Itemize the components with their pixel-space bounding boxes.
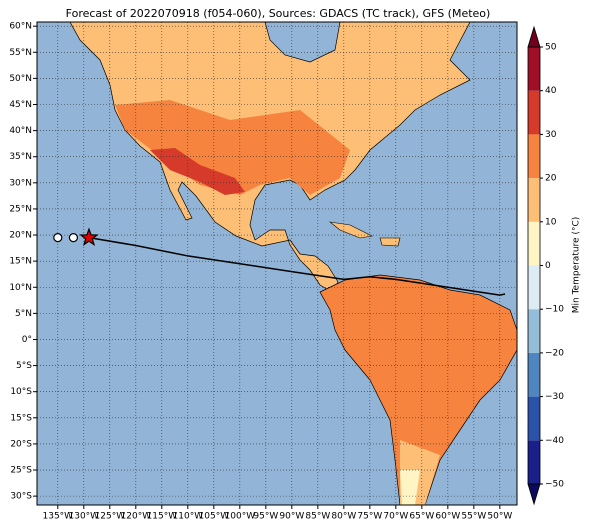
colorbar-segment xyxy=(528,265,540,310)
x-tick-label: 65°W xyxy=(409,512,434,522)
storm-position xyxy=(79,227,99,246)
colorbar-segment xyxy=(528,440,540,484)
y-tick-label: 15°S xyxy=(10,413,32,423)
y-tick-label: 20°N xyxy=(9,231,32,241)
colorbar-segment xyxy=(528,309,540,353)
y-tick-label: 45°N xyxy=(9,100,32,110)
colorbar-tick-label: 20 xyxy=(545,174,557,184)
x-tick-label: 85°W xyxy=(305,512,330,522)
y-tick-label: 5°S xyxy=(16,361,32,371)
x-tick-label: 80°W xyxy=(331,512,356,522)
map xyxy=(37,22,517,505)
x-tick-label: 105°W xyxy=(199,512,230,522)
y-tick-label: 30°N xyxy=(9,178,32,188)
x-tick-label: 70°W xyxy=(383,512,408,522)
colorbar-tick-label: −40 xyxy=(545,436,564,446)
x-tick-label: 125°W xyxy=(95,512,126,522)
hot-region xyxy=(150,148,245,195)
x-tick-label: 100°W xyxy=(225,512,256,522)
y-tick-label: 15°N xyxy=(9,257,32,267)
chart-title: Forecast of 2022070918 (f054-060), Sourc… xyxy=(66,7,491,20)
colorbar-label: Min Temperature (°C) xyxy=(572,217,582,314)
y-tick-label: 10°N xyxy=(9,283,32,293)
y-tick-label: 25°N xyxy=(9,204,32,214)
y-tick-label: 35°N xyxy=(9,152,32,162)
colorbar-segment xyxy=(528,178,540,222)
storm-position xyxy=(68,233,79,243)
x-tick-label: 115°W xyxy=(147,512,178,522)
x-tick-label: 95°W xyxy=(253,512,278,522)
colorbar-segment xyxy=(528,134,540,179)
cuba xyxy=(328,221,373,239)
colorbar-tick-label: 0 xyxy=(545,261,551,271)
y-tick-label: 25°S xyxy=(10,466,32,476)
y-tick-label: 20°S xyxy=(10,439,32,449)
y-tick-label: 5°N xyxy=(15,309,32,319)
y-tick-label: 10°S xyxy=(10,387,32,397)
y-tick-label: 40°N xyxy=(9,126,32,136)
y-tick-label: 60°N xyxy=(9,22,32,32)
colorbar-tick-label: 50 xyxy=(545,43,557,53)
grid xyxy=(37,22,517,505)
x-tick-label: 130°W xyxy=(69,512,100,522)
colorbar-tick-label: 40 xyxy=(545,86,557,96)
colorbar-tick-label: 30 xyxy=(545,130,557,140)
colorbar-tick-label: 10 xyxy=(545,217,557,227)
y-tick-label: 50°N xyxy=(9,74,32,84)
y-tick-label: 55°N xyxy=(9,48,32,58)
x-tick-label: 50°W xyxy=(487,512,512,522)
colorbar-extend-bottom xyxy=(527,483,541,506)
x-tick-label: 75°W xyxy=(357,512,382,522)
y-tick-label: 30°S xyxy=(10,492,32,502)
warm-region xyxy=(115,100,350,195)
colorbar-segment xyxy=(528,221,540,266)
colorbar-segment xyxy=(528,352,540,397)
map-frame xyxy=(36,21,518,506)
x-tick-label: 110°W xyxy=(173,512,204,522)
colorbar-tick-label: −30 xyxy=(545,392,564,402)
track xyxy=(53,227,506,296)
track-line xyxy=(88,236,506,296)
colorbar-segment xyxy=(528,47,540,91)
x-tick-label: 60°W xyxy=(435,512,460,522)
colorbar-tick-label: −20 xyxy=(545,348,564,358)
y-tick-label: 0° xyxy=(22,335,32,345)
colorbar-tick-label: −10 xyxy=(545,305,564,315)
storm-position xyxy=(53,233,63,243)
x-tick-label: 55°W xyxy=(461,512,486,522)
x-tick-label: 120°W xyxy=(121,512,152,522)
colorbar-extend-top xyxy=(527,25,541,48)
x-tick-label: 135°W xyxy=(43,512,74,522)
colorbar-segment xyxy=(528,396,540,441)
x-tick-label: 90°W xyxy=(279,512,304,522)
colorbar-segment xyxy=(528,90,540,135)
colorbar-tick-label: −50 xyxy=(545,480,564,490)
hispaniola xyxy=(379,237,401,247)
